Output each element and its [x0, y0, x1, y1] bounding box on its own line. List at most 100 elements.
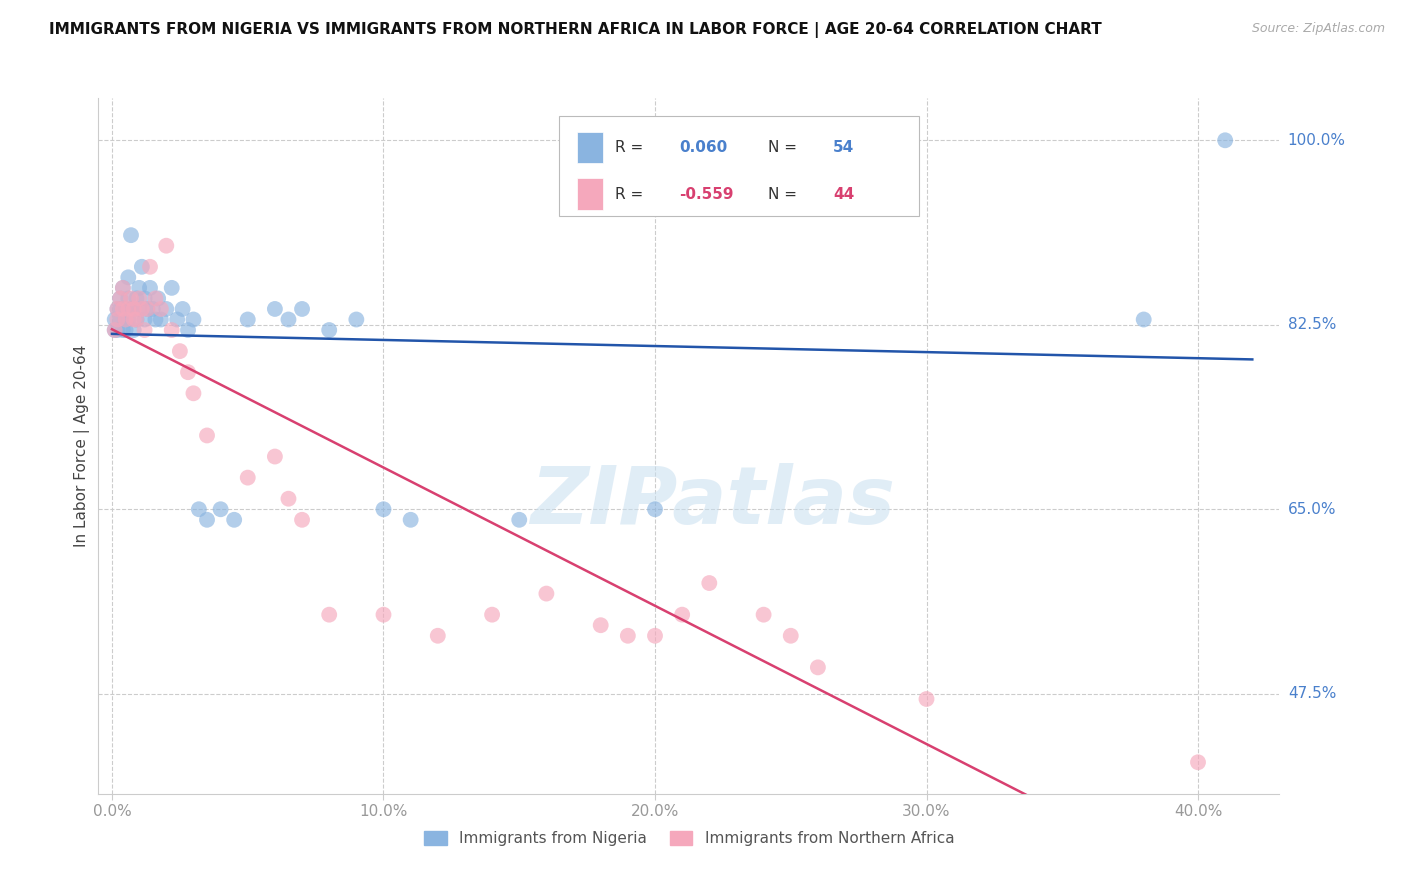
Point: [128, 301, 150, 316]
Point: [111, 323, 134, 337]
Text: 65.0%: 65.0%: [1288, 502, 1336, 516]
Point: [291, 301, 314, 316]
Point: [114, 312, 136, 326]
Point: [131, 260, 153, 274]
Point: [120, 301, 142, 316]
Point: [155, 238, 177, 252]
Point: [107, 301, 129, 316]
Point: [139, 260, 162, 274]
Point: [318, 607, 340, 622]
Point: [172, 301, 194, 316]
Point: [399, 513, 422, 527]
Bar: [576, 178, 603, 210]
Point: [697, 576, 720, 591]
Point: [264, 450, 287, 464]
Point: [108, 312, 131, 326]
Point: [209, 502, 232, 516]
Point: [108, 292, 131, 306]
Text: 47.5%: 47.5%: [1288, 686, 1336, 701]
Text: R =: R =: [614, 140, 648, 154]
Point: [277, 312, 299, 326]
Y-axis label: In Labor Force | Age 20-64: In Labor Force | Age 20-64: [75, 345, 90, 547]
Text: 44: 44: [832, 186, 855, 202]
Point: [111, 281, 134, 295]
Text: N =: N =: [768, 140, 801, 154]
Text: 82.5%: 82.5%: [1288, 318, 1336, 332]
Point: [107, 312, 129, 326]
Point: [117, 292, 139, 306]
Point: [166, 312, 188, 326]
Point: [104, 312, 127, 326]
Point: [224, 513, 246, 527]
Point: [318, 323, 340, 337]
Point: [373, 607, 395, 622]
Point: [671, 607, 693, 622]
Point: [644, 502, 666, 516]
Point: [236, 312, 259, 326]
Point: [617, 629, 640, 643]
Point: [277, 491, 299, 506]
Point: [752, 607, 775, 622]
Point: [108, 292, 131, 306]
Text: IMMIGRANTS FROM NIGERIA VS IMMIGRANTS FROM NORTHERN AFRICA IN LABOR FORCE | AGE : IMMIGRANTS FROM NIGERIA VS IMMIGRANTS FR…: [49, 22, 1102, 38]
Point: [136, 301, 159, 316]
Point: [136, 301, 159, 316]
Point: [291, 513, 314, 527]
Point: [344, 312, 367, 326]
Point: [183, 386, 205, 401]
Point: [644, 629, 666, 643]
Point: [134, 323, 156, 337]
Point: [169, 344, 191, 359]
Point: [120, 292, 142, 306]
Point: [104, 323, 127, 337]
Point: [117, 312, 139, 326]
Point: [114, 301, 136, 316]
Point: [125, 312, 148, 326]
Text: ZIPatlas: ZIPatlas: [530, 463, 896, 541]
Point: [915, 692, 938, 706]
Point: [373, 502, 395, 516]
Point: [160, 281, 183, 295]
Point: [807, 660, 830, 674]
Point: [155, 301, 177, 316]
Point: [125, 292, 148, 306]
Point: [426, 629, 449, 643]
Point: [108, 301, 131, 316]
Point: [111, 281, 134, 295]
Text: N =: N =: [768, 186, 801, 202]
Point: [122, 301, 145, 316]
Point: [589, 618, 612, 632]
Text: R =: R =: [614, 186, 648, 202]
Text: 0.060: 0.060: [679, 140, 728, 154]
Point: [125, 312, 148, 326]
Point: [111, 301, 134, 316]
Point: [508, 513, 530, 527]
Point: [139, 281, 162, 295]
Point: [128, 281, 150, 295]
Point: [779, 629, 801, 643]
Point: [149, 301, 172, 316]
Point: [117, 301, 139, 316]
Point: [134, 292, 156, 306]
Point: [114, 323, 136, 337]
Point: [145, 292, 167, 306]
Point: [114, 312, 136, 326]
Point: [120, 228, 142, 243]
Point: [145, 312, 167, 326]
Point: [236, 470, 259, 484]
Point: [160, 323, 183, 337]
Point: [177, 323, 200, 337]
Point: [128, 292, 150, 306]
Text: 54: 54: [832, 140, 855, 154]
Point: [131, 301, 153, 316]
Bar: [576, 131, 603, 163]
Legend: Immigrants from Nigeria, Immigrants from Northern Africa: Immigrants from Nigeria, Immigrants from…: [418, 825, 960, 853]
Point: [149, 312, 172, 326]
Point: [177, 365, 200, 379]
Point: [142, 301, 165, 316]
Point: [122, 312, 145, 326]
Point: [146, 292, 169, 306]
Point: [195, 513, 218, 527]
Point: [107, 301, 129, 316]
Point: [107, 323, 129, 337]
